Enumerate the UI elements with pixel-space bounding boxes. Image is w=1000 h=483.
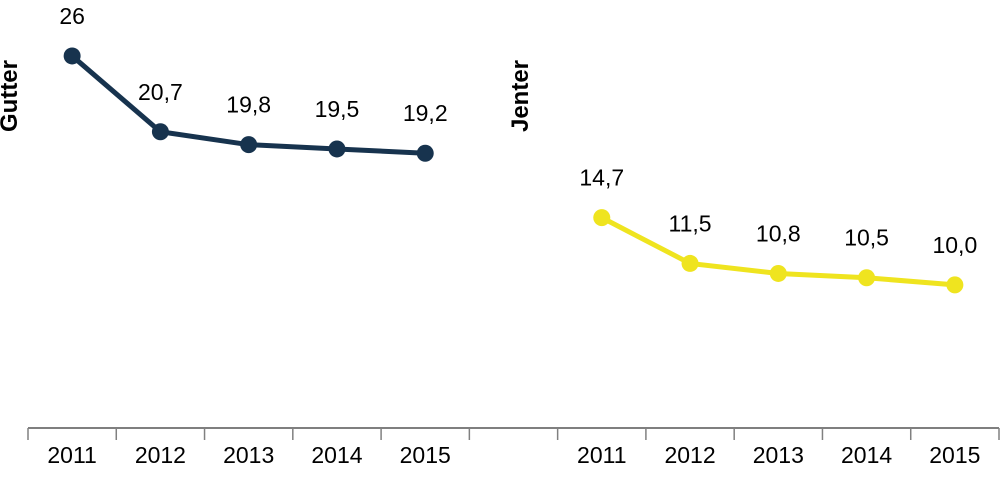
x-tick-label-jenter-2012: 2012 (664, 442, 715, 468)
series-label-gutter: Gutter (0, 60, 23, 132)
data-label-gutter-2011: 26 (59, 3, 85, 29)
data-label-gutter-2014: 19,5 (315, 96, 360, 122)
x-tick-label-gutter-2014: 2014 (311, 442, 362, 468)
x-tick-label-jenter-2013: 2013 (753, 442, 804, 468)
data-point-jenter-2012 (681, 254, 699, 272)
data-label-gutter-2013: 19,8 (226, 92, 271, 118)
x-tick-label-jenter-2011: 2011 (577, 442, 626, 468)
data-point-jenter-2013 (769, 264, 787, 282)
data-point-gutter-2011 (63, 47, 81, 65)
data-point-jenter-2015 (946, 276, 964, 294)
data-label-gutter-2015: 19,2 (403, 100, 448, 126)
data-label-jenter-2011: 14,7 (579, 165, 624, 191)
series-label-jenter: Jenter (507, 59, 534, 133)
data-point-gutter-2013 (240, 136, 258, 154)
data-point-jenter-2014 (858, 269, 876, 287)
data-point-jenter-2011 (593, 209, 611, 227)
x-tick-label-gutter-2012: 2012 (135, 442, 186, 468)
x-tick-label-jenter-2015: 2015 (929, 442, 980, 468)
data-label-jenter-2013: 10,8 (756, 220, 801, 246)
data-point-gutter-2015 (416, 144, 434, 162)
data-label-gutter-2012: 20,7 (138, 79, 183, 105)
data-point-gutter-2014 (328, 140, 346, 158)
x-tick-label-jenter-2014: 2014 (841, 442, 892, 468)
data-point-gutter-2012 (151, 123, 169, 141)
data-label-jenter-2015: 10,0 (932, 232, 977, 258)
data-label-jenter-2014: 10,5 (844, 225, 889, 251)
data-label-jenter-2012: 11,5 (669, 210, 712, 236)
x-tick-label-gutter-2011: 2011 (47, 442, 96, 468)
x-tick-label-gutter-2013: 2013 (223, 442, 274, 468)
x-tick-label-gutter-2015: 2015 (400, 442, 451, 468)
